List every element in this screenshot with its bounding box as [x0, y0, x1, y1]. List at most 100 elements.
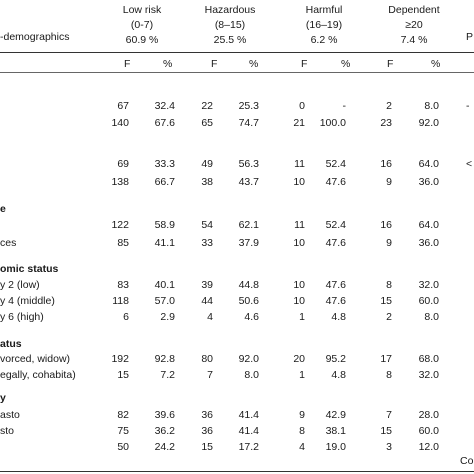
table-cell: 7.2	[160, 369, 175, 381]
table-cell: 92.0	[238, 353, 259, 365]
col-header-f: F	[301, 58, 308, 70]
table-cell: 100.0	[319, 117, 346, 129]
table-cell: 15	[117, 369, 129, 381]
col-header-pct: %	[249, 58, 259, 70]
group-header-harmful: Harmful (16–19) 6.2 %	[286, 4, 362, 46]
table-cell: 54	[201, 219, 213, 231]
table-cell: 7	[207, 369, 213, 381]
table-cell: 17	[380, 353, 392, 365]
row-label: y 6 (high)	[0, 311, 44, 323]
table-cell: 4.6	[244, 311, 259, 323]
group-name: Dependent	[388, 4, 440, 16]
table-cell: 60.0	[418, 295, 439, 307]
group-name: Hazardous	[204, 4, 256, 16]
table-cell: 10	[293, 237, 305, 249]
group-header-hazardous: Hazardous (8–15) 25.5 %	[190, 4, 270, 46]
table-cell: 80	[201, 353, 213, 365]
table-cell: 39.6	[154, 409, 175, 421]
table-cell: 64.0	[418, 158, 439, 170]
table-cell: 92.8	[154, 353, 175, 365]
table-cell: 15	[380, 295, 392, 307]
table-cell: 36.0	[418, 237, 439, 249]
table-cell: 15	[380, 425, 392, 437]
table-cell: 4.8	[331, 369, 346, 381]
table-cell: 8.0	[424, 100, 439, 112]
table-cell: 75	[117, 425, 129, 437]
table-cell: 42.9	[325, 409, 346, 421]
right-edge-header: P	[466, 31, 474, 43]
col-header-f: F	[387, 58, 394, 70]
table-cell: 43.7	[238, 176, 259, 188]
table-cell: 40.1	[154, 279, 175, 291]
table-cell: 60.0	[418, 425, 439, 437]
table-cell: 4.8	[331, 311, 346, 323]
table-title: -demographics	[0, 31, 70, 43]
table-cell: 8.0	[424, 311, 439, 323]
section-label: e	[0, 203, 6, 215]
table-cell: 10	[293, 295, 305, 307]
table-cell: 50.6	[238, 295, 259, 307]
table-cell: 6	[123, 311, 129, 323]
table-cell: 65	[201, 117, 213, 129]
row-label: vorced, widow)	[0, 353, 71, 365]
table-cell: 28.0	[418, 409, 439, 421]
table-cell: 83	[117, 279, 129, 291]
col-header-f: F	[211, 58, 218, 70]
row-label: sto	[0, 425, 15, 437]
group-pct: 7.4 %	[400, 34, 428, 46]
row-tail: <	[466, 158, 473, 170]
row-tail: -	[466, 100, 470, 112]
table-cell: 36.0	[418, 176, 439, 188]
col-header-pct: %	[431, 58, 441, 70]
table-cell: 95.2	[325, 353, 346, 365]
table-cell: 38	[201, 176, 213, 188]
table-cell: 36	[201, 409, 213, 421]
group-name: Low risk	[122, 4, 162, 16]
table-cell: 47.6	[325, 295, 346, 307]
table-cell: 85	[117, 237, 129, 249]
table-cell: 3	[386, 441, 392, 453]
table-cell: 41.4	[238, 409, 259, 421]
table-cell: 8.0	[244, 369, 259, 381]
table-cell: 12.0	[418, 441, 439, 453]
table-cell: 50	[117, 441, 129, 453]
table-cell: 11	[294, 158, 305, 170]
table-cell: 10	[293, 279, 305, 291]
table-cell: 67.6	[154, 117, 175, 129]
table-cell: -	[342, 100, 347, 112]
table-cell: 62.1	[238, 219, 259, 231]
table-cell: 41.4	[238, 425, 259, 437]
group-range: (8–15)	[214, 19, 246, 31]
table-cell: 2.9	[160, 311, 175, 323]
table-cell: 69	[117, 158, 129, 170]
table-cell: 57.0	[154, 295, 175, 307]
row-label: y 2 (low)	[0, 279, 40, 291]
table-cell: 8	[299, 425, 305, 437]
table-cell: 2	[386, 100, 392, 112]
table-cell: 24.2	[154, 441, 175, 453]
table-cell: 22	[201, 100, 213, 112]
table-cell: 23	[380, 117, 392, 129]
table-cell: 33.3	[154, 158, 175, 170]
table-cell: 0	[299, 100, 305, 112]
section-label: omic status	[0, 263, 59, 275]
table-cell: 4	[207, 311, 213, 323]
table-cell: 1	[299, 369, 305, 381]
table-cell: 32.0	[418, 369, 439, 381]
table-cell: 1	[299, 311, 305, 323]
table-cell: 52.4	[325, 219, 346, 231]
table-cell: 38.1	[325, 425, 346, 437]
table-cell: 138	[111, 176, 129, 188]
table-cell: 192	[111, 353, 129, 365]
section-label: atus	[0, 338, 22, 350]
table-cell: 118	[112, 295, 129, 307]
table-cell: 36.2	[154, 425, 175, 437]
row-label: asto	[0, 409, 20, 421]
table-cell: 8	[386, 369, 392, 381]
group-header-dependent: Dependent ≥20 7.4 %	[374, 4, 454, 46]
table-cell: 41.1	[154, 237, 175, 249]
group-header-low-risk: Low risk (0-7) 60.9 %	[97, 4, 187, 46]
group-range: ≥20	[405, 19, 423, 31]
table-cell: 10	[293, 176, 305, 188]
subheader-rule	[0, 72, 474, 73]
